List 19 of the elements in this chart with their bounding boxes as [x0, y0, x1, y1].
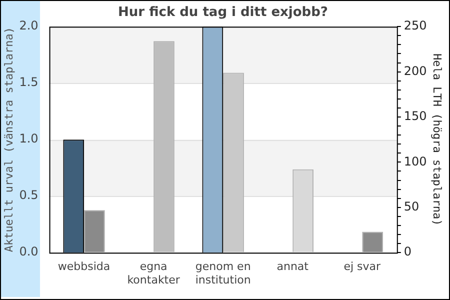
y-tick-label: 1.0: [19, 132, 38, 146]
y-tick-label: 0.0: [19, 244, 38, 259]
y-tick-label: 1.5: [19, 75, 38, 90]
x-tick-label: genom en institution: [195, 260, 251, 286]
y-axis-title: Aktuellt urval (vänstra staplarna): [2, 27, 16, 252]
x-tick-label: webbsida: [58, 260, 110, 274]
y2-tick-label: 0: [404, 244, 412, 259]
y2-axis-title: Hela LTH (högra staplarna): [430, 54, 444, 226]
y-tick-label: 0.5: [19, 188, 38, 202]
y2-tick-label: 150: [404, 109, 427, 124]
y2-tick-label: 200: [404, 64, 427, 78]
chart-title: Hur fick du tag i ditt exjobb?: [118, 5, 328, 20]
x-tick-label: ej svar: [344, 260, 382, 274]
y-tick-label: 2.0: [19, 18, 38, 33]
x-tick-label: egna kontakter: [127, 260, 180, 286]
y2-tick-label: 250: [404, 18, 427, 33]
x-tick-label: annat: [276, 260, 310, 274]
y2-tick-label: 100: [404, 154, 427, 168]
y2-tick-label: 50: [404, 200, 420, 214]
